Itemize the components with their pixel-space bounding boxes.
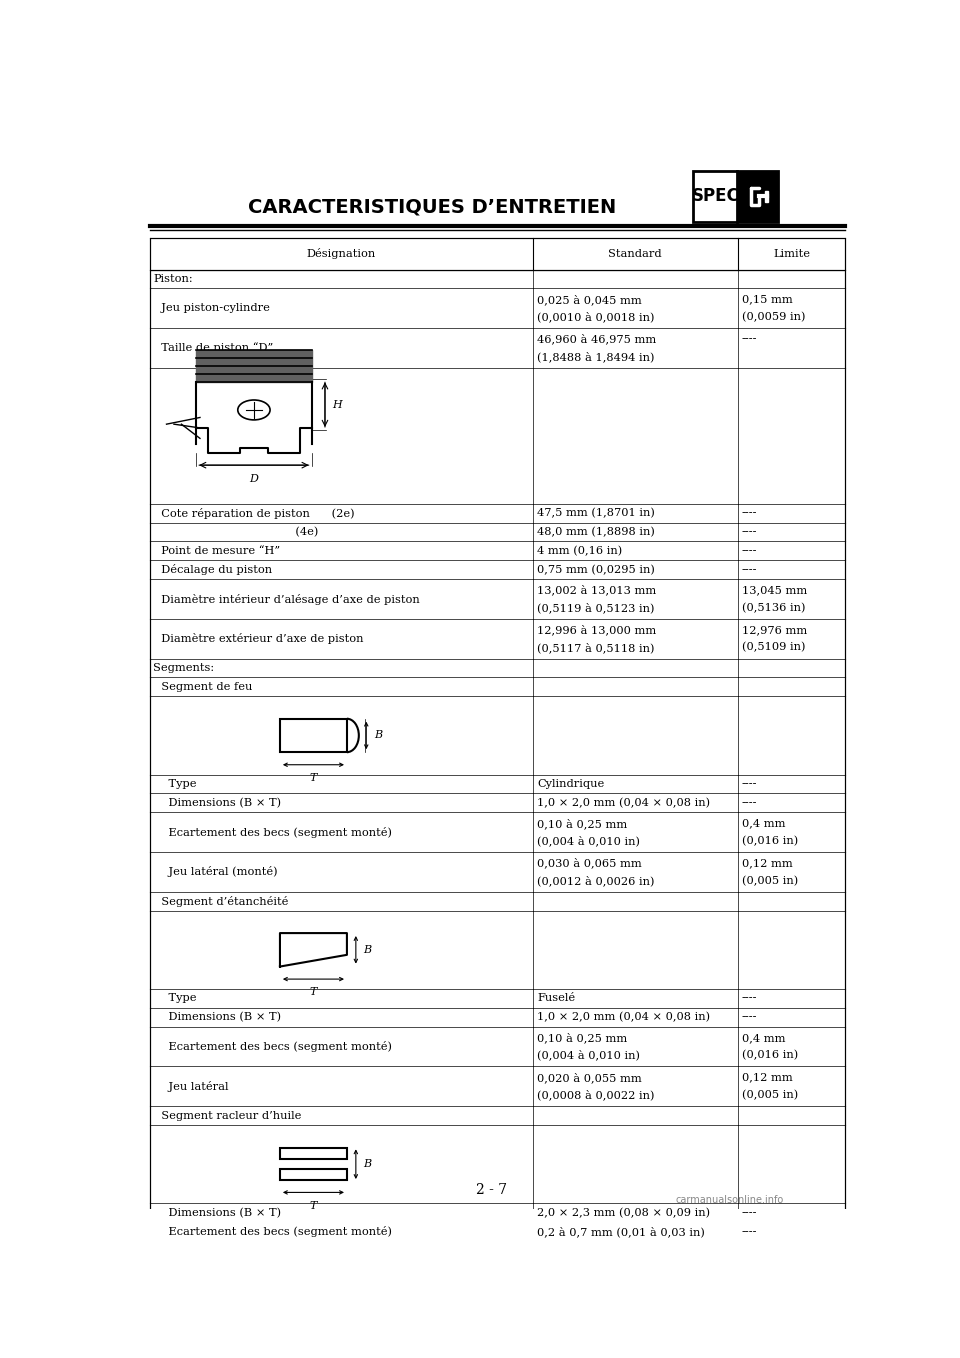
Text: D: D: [250, 474, 258, 483]
Text: ----: ----: [742, 994, 757, 1004]
Text: 12,976 mm: 12,976 mm: [742, 625, 807, 636]
Text: ----: ----: [742, 527, 757, 536]
Bar: [764, 190, 768, 202]
Text: Jeu latéral (monté): Jeu latéral (monté): [155, 866, 277, 877]
Text: (0,5109 in): (0,5109 in): [742, 642, 805, 653]
Text: (0,0008 à 0,0022 in): (0,0008 à 0,0022 in): [538, 1089, 655, 1100]
Text: ----: ----: [742, 799, 757, 808]
Text: 0,030 à 0,065 mm: 0,030 à 0,065 mm: [538, 858, 642, 869]
Text: Diamètre extérieur d’axe de piston: Diamètre extérieur d’axe de piston: [155, 633, 364, 644]
Text: Cylindrique: Cylindrique: [538, 779, 605, 789]
Bar: [737, 171, 779, 221]
Bar: [280, 1149, 347, 1158]
Text: 0,12 mm: 0,12 mm: [742, 1073, 793, 1082]
Text: (0,5117 à 0,5118 in): (0,5117 à 0,5118 in): [538, 642, 655, 653]
Text: 1,0 × 2,0 mm (0,04 × 0,08 in): 1,0 × 2,0 mm (0,04 × 0,08 in): [538, 1012, 710, 1023]
Text: (1,8488 à 1,8494 in): (1,8488 à 1,8494 in): [538, 352, 655, 363]
Text: Taille de piston “D”: Taille de piston “D”: [155, 342, 274, 353]
Text: Limite: Limite: [773, 249, 810, 259]
Text: 2 - 7: 2 - 7: [476, 1183, 508, 1196]
Text: Cote réparation de piston      (2e): Cote réparation de piston (2e): [155, 508, 355, 519]
Text: Segment d’étanchéité: Segment d’étanchéité: [155, 896, 289, 907]
Text: Dimensions (B × T): Dimensions (B × T): [155, 1012, 281, 1023]
Text: Fuselé: Fuselé: [538, 994, 575, 1004]
Text: T: T: [310, 773, 317, 784]
Text: (0,004 à 0,010 in): (0,004 à 0,010 in): [538, 1050, 640, 1061]
Text: B: B: [363, 1160, 372, 1169]
Text: 0,15 mm: 0,15 mm: [742, 295, 793, 304]
Text: CARACTERISTIQUES D’ENTRETIEN: CARACTERISTIQUES D’ENTRETIEN: [249, 197, 616, 216]
Text: Diamètre intérieur d’alésage d’axe de piston: Diamètre intérieur d’alésage d’axe de pi…: [155, 593, 420, 604]
Text: Type: Type: [155, 779, 197, 789]
Text: (0,5119 à 0,5123 in): (0,5119 à 0,5123 in): [538, 603, 655, 612]
Text: T: T: [310, 987, 317, 998]
Text: ----: ----: [742, 1012, 757, 1023]
Text: ----: ----: [742, 565, 757, 574]
Text: carmanualsonline.info: carmanualsonline.info: [676, 1195, 784, 1206]
Text: ----: ----: [742, 1207, 757, 1218]
Text: 46,960 à 46,975 mm: 46,960 à 46,975 mm: [538, 334, 657, 345]
Bar: [693, 171, 779, 221]
Text: Point de mesure “H”: Point de mesure “H”: [155, 546, 280, 555]
Text: 0,4 mm: 0,4 mm: [742, 819, 785, 828]
Text: H: H: [332, 399, 342, 410]
Text: 0,10 à 0,25 mm: 0,10 à 0,25 mm: [538, 1032, 628, 1043]
Text: 4 mm (0,16 in): 4 mm (0,16 in): [538, 546, 623, 555]
Text: 47,5 mm (1,8701 in): 47,5 mm (1,8701 in): [538, 508, 656, 519]
Text: (0,0012 à 0,0026 in): (0,0012 à 0,0026 in): [538, 876, 655, 885]
Text: Désignation: Désignation: [306, 249, 376, 259]
Text: Segments:: Segments:: [154, 663, 215, 674]
Text: 48,0 mm (1,8898 in): 48,0 mm (1,8898 in): [538, 527, 656, 538]
Text: Décalage du piston: Décalage du piston: [155, 564, 273, 576]
Text: 0,020 à 0,055 mm: 0,020 à 0,055 mm: [538, 1073, 642, 1082]
Text: ----: ----: [742, 779, 757, 789]
Text: B: B: [363, 945, 372, 955]
Text: 0,75 mm (0,0295 in): 0,75 mm (0,0295 in): [538, 565, 656, 574]
Text: Segment de feu: Segment de feu: [155, 682, 252, 691]
Text: ----: ----: [742, 546, 757, 555]
Bar: [280, 1169, 347, 1180]
Text: ----: ----: [742, 334, 757, 345]
Text: Ecartement des becs (segment monté): Ecartement des becs (segment monté): [155, 1042, 393, 1052]
Text: SPEC: SPEC: [691, 187, 739, 205]
Text: Ecartement des becs (segment monté): Ecartement des becs (segment monté): [155, 827, 393, 838]
Text: (0,004 à 0,010 in): (0,004 à 0,010 in): [538, 835, 640, 846]
Text: (4e): (4e): [155, 527, 319, 538]
Text: (0,016 in): (0,016 in): [742, 1050, 798, 1061]
Text: (0,5136 in): (0,5136 in): [742, 603, 805, 612]
Text: Standard: Standard: [609, 249, 662, 259]
Text: (0,005 in): (0,005 in): [742, 1090, 798, 1100]
Bar: [150, 238, 846, 270]
Text: (0,0059 in): (0,0059 in): [742, 312, 805, 322]
Text: 0,12 mm: 0,12 mm: [742, 858, 793, 868]
Text: Piston:: Piston:: [154, 274, 193, 284]
Text: Segment racleur d’huile: Segment racleur d’huile: [155, 1111, 301, 1120]
Text: Dimensions (B × T): Dimensions (B × T): [155, 797, 281, 808]
Text: 0,2 à 0,7 mm (0,01 à 0,03 in): 0,2 à 0,7 mm (0,01 à 0,03 in): [538, 1226, 706, 1237]
Text: Type: Type: [155, 994, 197, 1004]
Text: Ecartement des becs (segment monté): Ecartement des becs (segment monté): [155, 1226, 393, 1237]
Text: 0,4 mm: 0,4 mm: [742, 1033, 785, 1043]
Text: ----: ----: [742, 508, 757, 519]
Text: 0,025 à 0,045 mm: 0,025 à 0,045 mm: [538, 295, 642, 306]
Text: Jeu piston-cylindre: Jeu piston-cylindre: [155, 303, 270, 314]
Text: T: T: [310, 1200, 317, 1211]
Text: 12,996 à 13,000 mm: 12,996 à 13,000 mm: [538, 625, 657, 636]
Text: (0,005 in): (0,005 in): [742, 876, 798, 885]
Text: (0,0010 à 0,0018 in): (0,0010 à 0,0018 in): [538, 311, 655, 322]
Text: 13,045 mm: 13,045 mm: [742, 585, 807, 595]
Text: (0,016 in): (0,016 in): [742, 835, 798, 846]
Bar: [280, 718, 347, 752]
Text: 2,0 × 2,3 mm (0,08 × 0,09 in): 2,0 × 2,3 mm (0,08 × 0,09 in): [538, 1207, 710, 1218]
Text: B: B: [373, 731, 382, 740]
Text: Jeu latéral: Jeu latéral: [155, 1081, 228, 1092]
Text: ----: ----: [742, 1226, 757, 1237]
Text: 0,10 à 0,25 mm: 0,10 à 0,25 mm: [538, 818, 628, 828]
Text: Dimensions (B × T): Dimensions (B × T): [155, 1207, 281, 1218]
Text: 1,0 × 2,0 mm (0,04 × 0,08 in): 1,0 × 2,0 mm (0,04 × 0,08 in): [538, 797, 710, 808]
Text: 13,002 à 13,013 mm: 13,002 à 13,013 mm: [538, 585, 657, 596]
